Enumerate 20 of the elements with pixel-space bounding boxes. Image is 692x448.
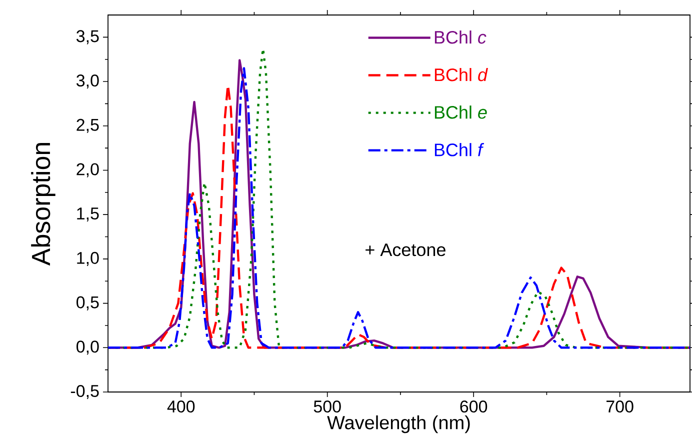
y-tick-label: 0,5 <box>76 296 99 310</box>
legend-label: BChl c <box>434 30 486 44</box>
x-tick-label: 400 <box>167 400 195 413</box>
annotation: + Acetone <box>366 244 446 256</box>
y-tick-label: -0,5 <box>70 384 99 400</box>
y-tick-label: 2,5 <box>76 118 99 133</box>
legend-label: BChl f <box>434 143 484 156</box>
y-tick-label: 3,0 <box>76 74 99 89</box>
y-axis-title: Absorption <box>31 143 56 266</box>
y-tick-label: 2,0 <box>76 163 99 178</box>
x-tick-label: 500 <box>314 400 341 413</box>
y-tick-label: 3,5 <box>76 30 99 44</box>
x-tick-label: 700 <box>606 400 634 413</box>
x-axis-title: Wavelength (nm) <box>327 415 470 434</box>
y-tick-label: 0,0 <box>76 340 99 355</box>
y-tick-label: 1,5 <box>77 208 99 222</box>
y-tick-label: 1,0 <box>77 252 99 266</box>
x-tick-label: 600 <box>460 400 488 413</box>
legend-label: BChl e <box>434 106 487 119</box>
legend-label: BChl d <box>434 68 488 82</box>
